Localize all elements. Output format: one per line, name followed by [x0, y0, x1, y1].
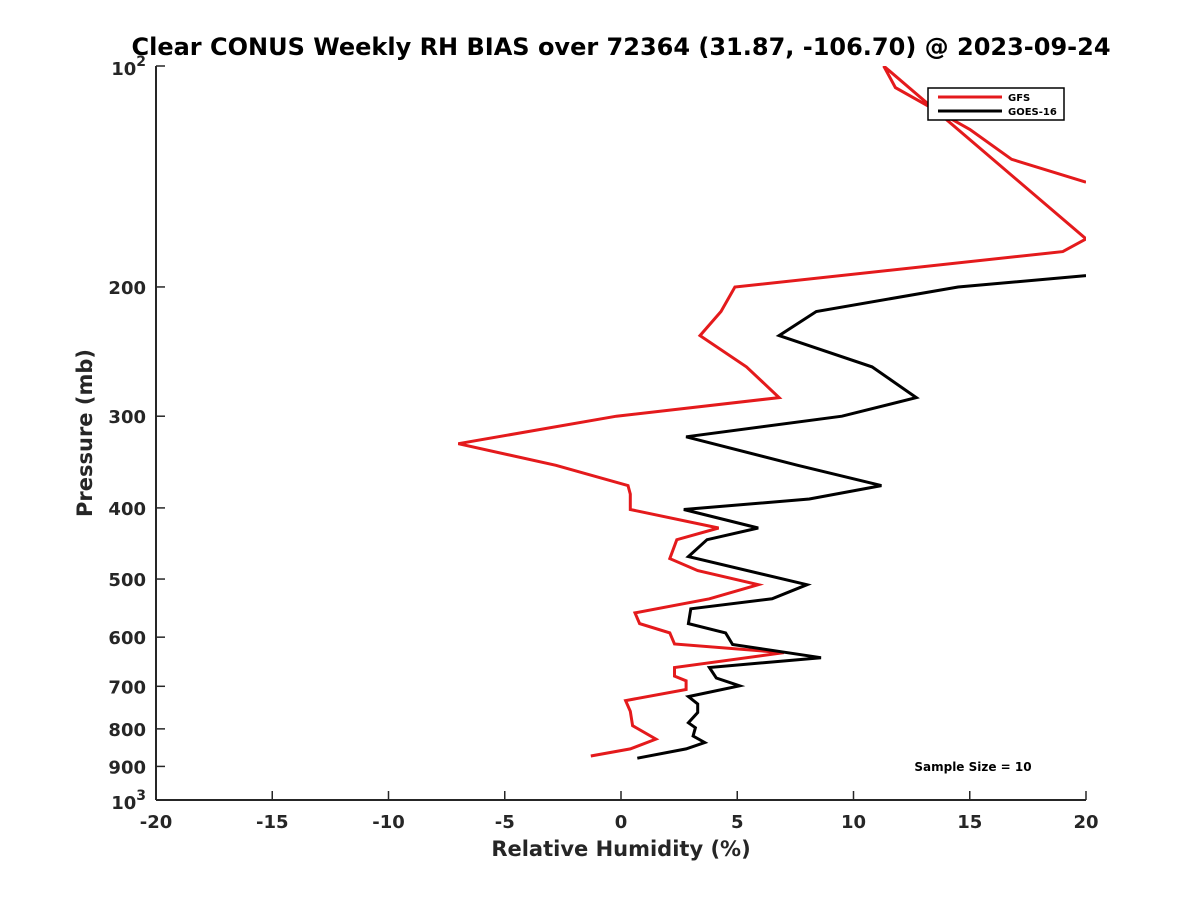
x-tick-label: -15 [256, 812, 289, 833]
y-tick-label: 500 [108, 570, 146, 591]
sample-size-annotation: Sample Size = 10 [914, 760, 1031, 774]
series-line-gfs [457, 66, 1086, 758]
legend-box [927, 87, 1065, 121]
x-tick-label: 15 [957, 812, 982, 833]
y-tick-exponent: 3 [136, 788, 146, 804]
series-line-goes-16 [637, 274, 1086, 760]
plot-area: -20 -15 -10 -5 0 5 10 15 20 10220030040050060070… [108, 54, 1098, 833]
y-tick-label: 400 [108, 499, 146, 520]
y-tick-label: 600 [108, 628, 146, 649]
y-tick-base: 10 [111, 793, 136, 814]
x-axis-ticks: -20 -15 -10 -5 0 5 10 15 20 [140, 791, 1099, 833]
legend: GFS GOES-16 [927, 87, 1065, 121]
y-tick-label: 900 [108, 757, 146, 778]
y-axis-label: Pressure (mb) [73, 349, 97, 517]
legend-label: GOES-16 [1008, 107, 1057, 118]
legend-label: GFS [1008, 93, 1030, 104]
x-tick-label: 0 [615, 812, 628, 833]
series-lines [457, 66, 1086, 760]
y-tick-exponent: 2 [136, 54, 146, 70]
x-tick-label: 20 [1073, 812, 1098, 833]
y-tick-label: 300 [108, 407, 146, 428]
y-tick-label: 200 [108, 278, 146, 299]
x-axis-label: Relative Humidity (%) [491, 837, 750, 861]
y-tick-base: 10 [111, 59, 136, 80]
x-tick-label: -10 [372, 812, 405, 833]
x-tick-label: 5 [731, 812, 744, 833]
chart-title: Clear CONUS Weekly RH BIAS over 72364 (3… [131, 33, 1110, 61]
x-tick-label: -20 [140, 812, 173, 833]
y-tick-label: 103 [111, 788, 146, 814]
y-tick-label: 102 [111, 54, 146, 80]
x-tick-label: -5 [495, 812, 515, 833]
y-tick-label: 700 [108, 677, 146, 698]
x-tick-label: 10 [841, 812, 866, 833]
y-tick-label: 800 [108, 720, 146, 741]
